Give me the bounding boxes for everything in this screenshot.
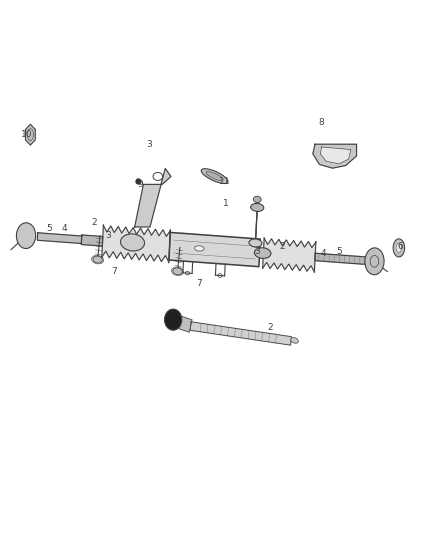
Polygon shape <box>190 322 291 345</box>
Text: 7: 7 <box>111 268 117 276</box>
Ellipse shape <box>173 268 182 275</box>
Ellipse shape <box>249 239 262 247</box>
Text: 4: 4 <box>61 224 67 233</box>
Polygon shape <box>393 239 405 257</box>
Ellipse shape <box>93 256 102 263</box>
Text: 7: 7 <box>197 279 202 288</box>
Polygon shape <box>169 232 260 266</box>
Ellipse shape <box>291 337 298 343</box>
Text: 2: 2 <box>267 323 273 332</box>
Polygon shape <box>102 225 170 262</box>
Text: 9: 9 <box>138 180 143 189</box>
Polygon shape <box>135 168 171 227</box>
Polygon shape <box>320 147 351 164</box>
Polygon shape <box>25 124 35 145</box>
Text: 2: 2 <box>92 219 97 228</box>
Ellipse shape <box>194 246 204 251</box>
Ellipse shape <box>16 223 35 248</box>
Text: 1: 1 <box>223 199 229 208</box>
Ellipse shape <box>254 248 271 259</box>
Ellipse shape <box>165 309 182 330</box>
Text: 6: 6 <box>397 242 403 251</box>
Text: 3: 3 <box>254 247 260 256</box>
Ellipse shape <box>253 196 261 203</box>
Text: 3: 3 <box>105 231 110 240</box>
Polygon shape <box>178 316 192 332</box>
Text: 5: 5 <box>46 224 52 233</box>
Ellipse shape <box>251 204 264 212</box>
Ellipse shape <box>365 248 384 274</box>
Text: 8: 8 <box>319 118 325 127</box>
Text: 2: 2 <box>279 242 285 251</box>
Text: 10: 10 <box>21 130 33 139</box>
Ellipse shape <box>206 172 223 181</box>
Polygon shape <box>263 238 316 272</box>
Polygon shape <box>315 253 369 264</box>
Polygon shape <box>81 235 103 246</box>
Polygon shape <box>396 244 402 253</box>
Polygon shape <box>37 233 82 244</box>
Text: 4: 4 <box>321 249 327 258</box>
Ellipse shape <box>120 234 145 251</box>
Text: 11: 11 <box>219 177 230 186</box>
Polygon shape <box>255 204 258 247</box>
Text: 5: 5 <box>336 247 342 256</box>
Polygon shape <box>313 144 357 168</box>
Ellipse shape <box>201 169 228 183</box>
Text: 3: 3 <box>146 140 152 149</box>
